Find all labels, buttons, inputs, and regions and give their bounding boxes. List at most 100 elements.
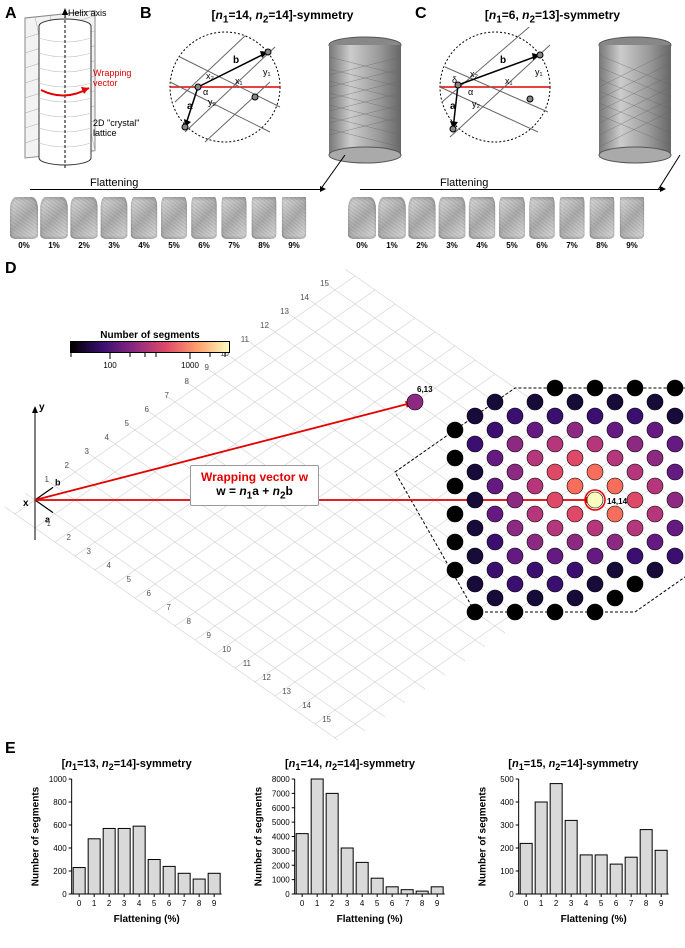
svg-text:b: b <box>55 477 61 487</box>
svg-text:Flattening (%): Flattening (%) <box>560 914 626 924</box>
svg-text:12: 12 <box>262 673 271 682</box>
svg-text:12: 12 <box>260 321 269 330</box>
svg-text:9: 9 <box>207 631 212 640</box>
svg-text:5000: 5000 <box>272 818 290 827</box>
svg-text:6: 6 <box>614 899 619 908</box>
sym-c-title: [n1=6, n2=13]-symmetry <box>420 8 685 25</box>
svg-text:Number of segments: Number of segments <box>254 787 265 887</box>
svg-text:0: 0 <box>286 890 291 899</box>
svg-text:100: 100 <box>103 361 117 369</box>
svg-text:2: 2 <box>330 899 335 908</box>
top-row: A B C <box>0 0 685 175</box>
wrap-vector-formula: w = n1a + n2b <box>201 484 308 501</box>
svg-text:y₁: y₁ <box>535 67 543 77</box>
svg-text:100: 100 <box>500 867 514 876</box>
svg-text:y₂: y₂ <box>472 99 481 109</box>
svg-text:8: 8 <box>644 899 649 908</box>
svg-text:6: 6 <box>147 589 152 598</box>
colorbar-title: Number of segments <box>70 330 230 341</box>
svg-text:1: 1 <box>92 899 97 908</box>
colorbar-gradient <box>70 341 230 353</box>
panel-b: [n1=14, n2=14]-symmetry a b x₁ x₂ y₁ <box>150 8 415 168</box>
svg-text:300: 300 <box>500 821 514 830</box>
svg-text:y₂: y₂ <box>208 97 217 107</box>
svg-text:b: b <box>500 55 506 66</box>
svg-text:200: 200 <box>53 867 67 876</box>
panel-b-svg: a b x₁ x₂ y₁ y₂ α <box>150 27 415 167</box>
thumbs-left: 0%1%2%3%4%5%6%7%8%9% <box>10 197 308 250</box>
svg-text:2: 2 <box>554 899 559 908</box>
svg-text:Flattening (%): Flattening (%) <box>337 914 403 924</box>
svg-text:x₂: x₂ <box>470 69 479 79</box>
svg-text:7: 7 <box>629 899 634 908</box>
svg-text:6: 6 <box>167 899 172 908</box>
colorbar: Number of segments 100 1000 <box>70 330 230 374</box>
flatten-label-left: Flattening <box>90 177 138 189</box>
svg-text:Number of segments: Number of segments <box>477 787 488 887</box>
svg-text:5: 5 <box>125 419 130 428</box>
svg-text:7: 7 <box>165 391 170 400</box>
svg-text:2: 2 <box>65 461 70 470</box>
svg-text:5: 5 <box>152 899 157 908</box>
svg-text:6,13: 6,13 <box>417 385 433 394</box>
panel-a: Helix axis Wrapping vector 2D "crystal" … <box>15 8 135 168</box>
svg-text:8: 8 <box>420 899 425 908</box>
svg-text:6: 6 <box>390 899 395 908</box>
svg-text:14: 14 <box>300 293 309 302</box>
flatten-row: Flattening Flattening 0%1%2%3%4%5%6%7%8%… <box>0 175 685 260</box>
svg-text:600: 600 <box>53 821 67 830</box>
panel-d: D yxab1234567891011121314151234567891011… <box>0 260 685 740</box>
svg-text:0: 0 <box>509 890 514 899</box>
svg-text:Number of segments: Number of segments <box>31 787 42 887</box>
svg-text:y₁: y₁ <box>263 67 271 77</box>
svg-text:6: 6 <box>145 405 150 414</box>
svg-text:1000: 1000 <box>49 775 67 784</box>
svg-text:δ: δ <box>452 75 457 85</box>
svg-text:4000: 4000 <box>272 833 290 842</box>
svg-text:4: 4 <box>584 899 589 908</box>
svg-text:7: 7 <box>167 603 172 612</box>
wrap-vector-box: Wrapping vector w w = n1a + n2b <box>190 465 319 506</box>
svg-text:400: 400 <box>500 798 514 807</box>
svg-text:8: 8 <box>197 899 202 908</box>
svg-text:x₂: x₂ <box>206 71 215 81</box>
wrapping-vector-label: Wrapping vector <box>93 68 131 88</box>
svg-text:α: α <box>203 87 208 97</box>
svg-text:8000: 8000 <box>272 775 290 784</box>
svg-text:2: 2 <box>67 533 72 542</box>
svg-text:7: 7 <box>182 899 187 908</box>
svg-text:11: 11 <box>241 335 250 344</box>
svg-text:7000: 7000 <box>272 790 290 799</box>
panel-e: [n1=13, n2=14]-symmetry02004006008001000… <box>0 758 685 948</box>
svg-text:0: 0 <box>300 899 305 908</box>
svg-text:1: 1 <box>47 519 52 528</box>
flatten-arrow-right <box>360 189 660 190</box>
svg-text:2: 2 <box>107 899 112 908</box>
svg-text:b: b <box>233 55 239 66</box>
sym-b-title: [n1=14, n2=14]-symmetry <box>150 8 415 25</box>
svg-text:y: y <box>39 402 45 413</box>
svg-text:4: 4 <box>107 561 112 570</box>
svg-text:α: α <box>468 87 473 97</box>
svg-text:0: 0 <box>524 899 529 908</box>
svg-text:13: 13 <box>280 307 289 316</box>
svg-text:1000: 1000 <box>272 876 290 885</box>
lattice-label: 2D "crystal" lattice <box>93 118 139 138</box>
svg-text:0: 0 <box>62 890 67 899</box>
svg-text:5: 5 <box>599 899 604 908</box>
label-E: E <box>5 740 16 757</box>
svg-text:200: 200 <box>500 844 514 853</box>
svg-text:Flattening (%): Flattening (%) <box>114 914 180 924</box>
svg-text:x₁: x₁ <box>235 76 243 86</box>
svg-text:14,14: 14,14 <box>607 497 628 506</box>
svg-text:6000: 6000 <box>272 804 290 813</box>
svg-text:3: 3 <box>122 899 127 908</box>
svg-text:14: 14 <box>302 701 311 710</box>
svg-text:800: 800 <box>53 798 67 807</box>
svg-text:1: 1 <box>45 475 50 484</box>
helix-axis-label: Helix axis <box>68 8 107 18</box>
svg-text:15: 15 <box>322 715 331 724</box>
svg-text:13: 13 <box>282 687 291 696</box>
svg-text:4: 4 <box>137 899 142 908</box>
svg-text:1000: 1000 <box>181 361 199 369</box>
